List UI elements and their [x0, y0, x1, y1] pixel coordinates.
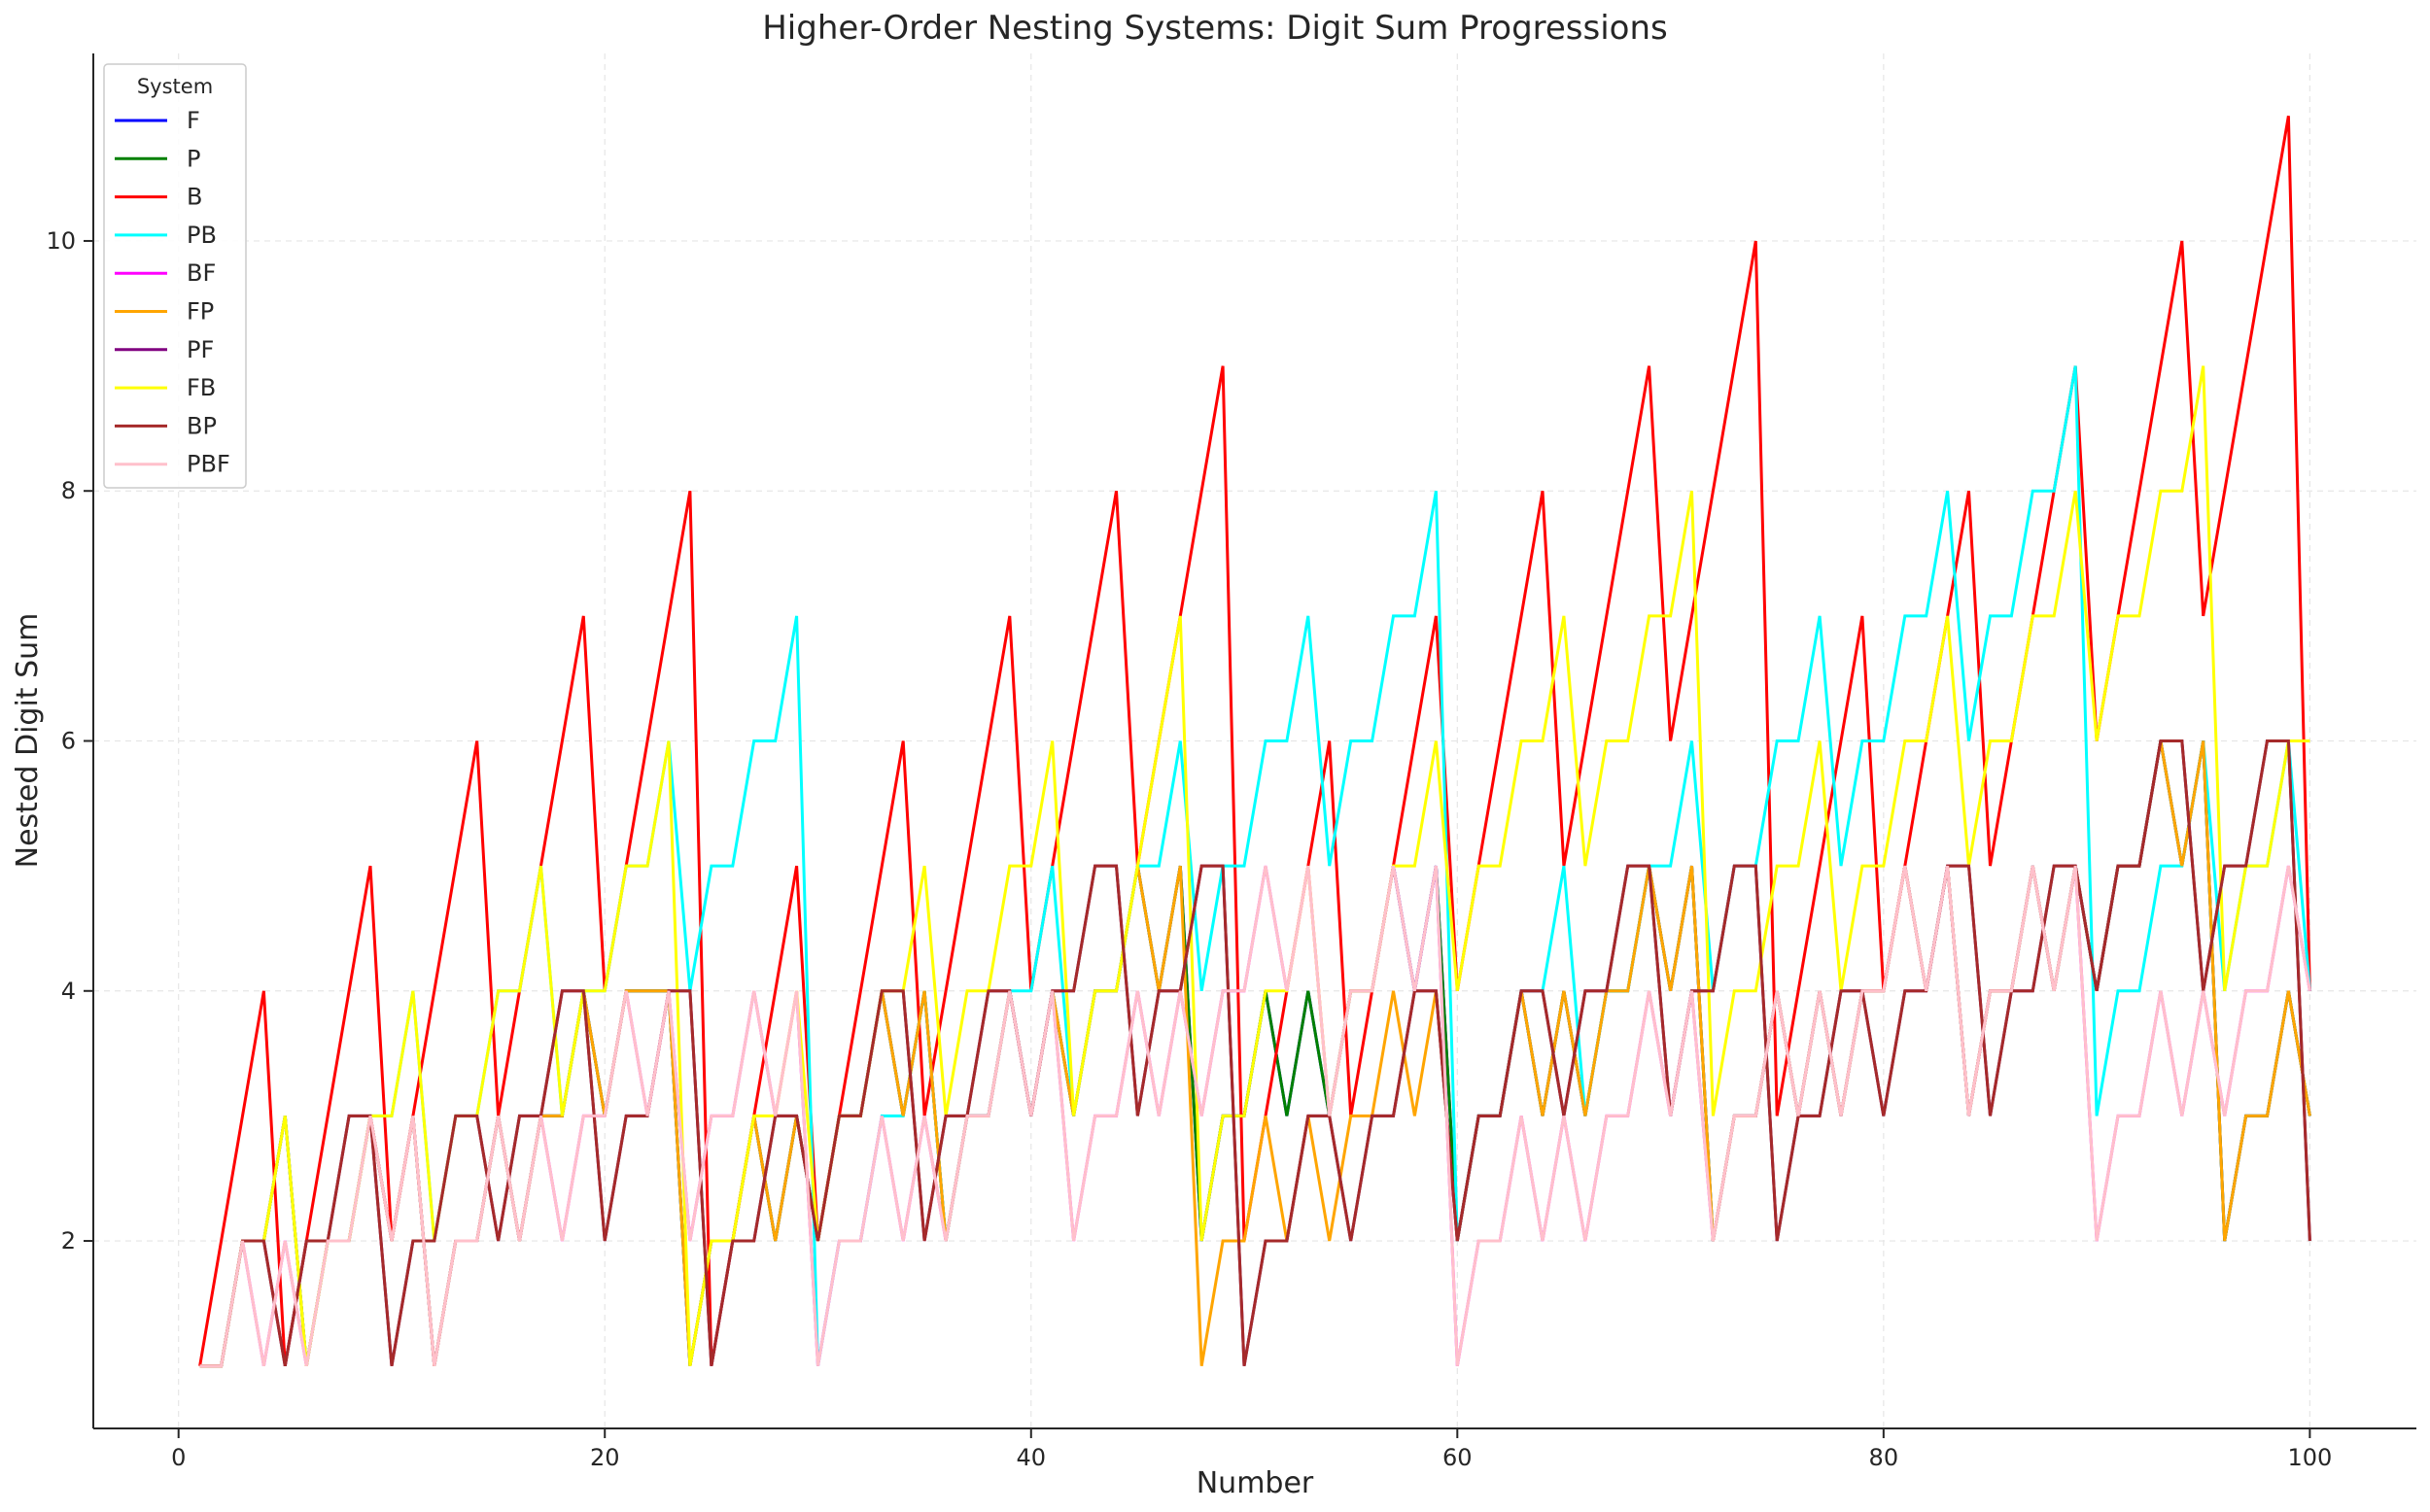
- y-axis-label: Nested Digit Sum: [11, 613, 45, 869]
- x-axis-label: Number: [1197, 1466, 1314, 1500]
- legend-label: BP: [187, 412, 217, 439]
- legend-label: FP: [187, 298, 214, 326]
- axes: [92, 53, 2416, 1429]
- y-tick-label: 8: [61, 477, 76, 504]
- x-tick-label: 40: [1016, 1444, 1046, 1471]
- series-line-pbf: [199, 865, 2311, 1368]
- grid: [93, 53, 2416, 1428]
- series-line-bp: [199, 739, 2311, 1368]
- series-line-bf: [199, 865, 2311, 1368]
- legend-item-fp: FP: [115, 298, 214, 326]
- legend-item-bp: BP: [115, 412, 217, 439]
- x-tick-label: 80: [1869, 1444, 1899, 1471]
- x-tick-label: 100: [2287, 1444, 2332, 1471]
- y-tick-label: 4: [61, 978, 76, 1005]
- legend-label: PF: [187, 336, 214, 363]
- legend-label: P: [187, 145, 200, 172]
- y-tick-label: 6: [61, 728, 76, 755]
- x-tick-label: 20: [590, 1444, 620, 1471]
- legend-item-p: P: [115, 145, 200, 172]
- legend-label: PBF: [187, 451, 230, 478]
- legend-label: FB: [187, 374, 216, 401]
- legend-label: BF: [187, 259, 216, 287]
- series-layer: [198, 116, 2311, 1368]
- legend-item-pbf: PBF: [115, 451, 230, 478]
- legend-label: B: [187, 184, 202, 211]
- legend-item-bf: BF: [115, 259, 216, 287]
- x-tick-label: 0: [171, 1444, 186, 1471]
- series-line-fb: [199, 365, 2310, 1368]
- legend-label: PB: [187, 222, 217, 249]
- legend-item-pf: PF: [115, 336, 214, 363]
- legend-box: [103, 63, 247, 489]
- legend-item-pb: PB: [115, 222, 217, 249]
- legend-item-f: F: [115, 107, 200, 134]
- y-tick-label: 10: [46, 227, 76, 255]
- x-tick-label: 60: [1442, 1444, 1473, 1471]
- chart-title: Higher-Order Nesting Systems: Digit Sum …: [762, 9, 1668, 48]
- x-ticks: 0 20 40 60 80 100: [171, 1428, 2332, 1471]
- legend-label: F: [187, 107, 200, 134]
- legend-item-fb: FB: [115, 374, 216, 401]
- legend-item-b: B: [115, 184, 202, 211]
- y-tick-label: 2: [61, 1227, 76, 1254]
- legend-title: System: [137, 75, 213, 98]
- y-ticks: 2 4 6 8 10: [46, 227, 93, 1254]
